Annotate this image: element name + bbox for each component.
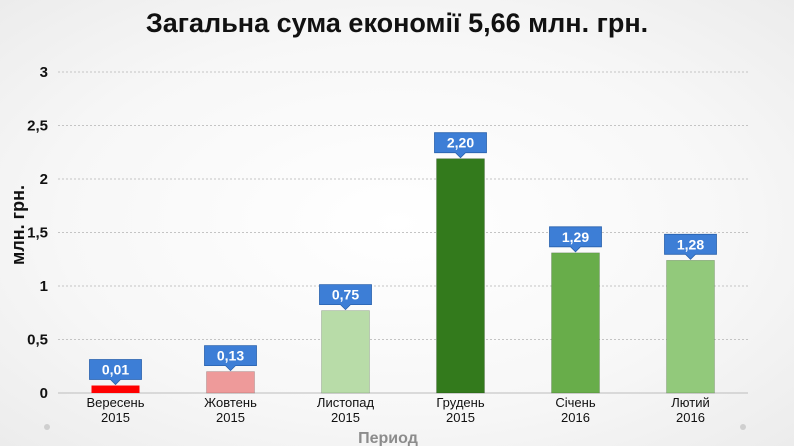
y-tick-label: 2,5 — [27, 118, 48, 135]
category-label: Жовтень — [204, 395, 257, 410]
y-tick-label: 1,5 — [27, 225, 48, 242]
y-tick-label: 0,5 — [27, 332, 48, 349]
data-labels: 0,01 0,13 0,75 2,20 1,29 1,28 — [89, 132, 717, 386]
data-label: 2,20 — [434, 132, 487, 159]
data-label: 0,13 — [204, 345, 257, 372]
data-label-text: 0,75 — [332, 287, 359, 303]
bar — [551, 252, 600, 394]
category-year: 2016 — [561, 410, 590, 425]
category-year: 2016 — [676, 410, 705, 425]
y-tick-label: 3 — [40, 64, 48, 81]
y-tick-label: 1 — [40, 278, 48, 295]
data-label: 1,29 — [549, 226, 602, 253]
gridlines — [58, 71, 748, 394]
data-label-box — [549, 226, 602, 253]
corner-dot-right — [740, 424, 746, 430]
y-tick-label: 0 — [40, 385, 48, 402]
data-label-box — [204, 345, 257, 372]
category-label: Вересень — [86, 395, 144, 410]
category-year: 2015 — [446, 410, 475, 425]
category-year: 2015 — [101, 410, 130, 425]
bar — [91, 385, 140, 393]
data-label-box — [319, 284, 372, 311]
data-label-text: 1,29 — [562, 229, 589, 245]
data-label: 0,01 — [89, 359, 142, 386]
category-label: Грудень — [436, 395, 484, 410]
x-axis-label: Период — [358, 430, 418, 446]
bar — [436, 158, 485, 394]
data-label-box — [664, 233, 717, 260]
y-axis-ticks: 0 0,5 1 1,5 2 2,5 3 — [27, 64, 48, 402]
chart-title: Загальна сума економії 5,66 млн. грн. — [145, 8, 649, 38]
category-label: Лютий — [671, 395, 709, 410]
x-axis-categories: Вересень2015Жовтень2015Листопад2015Груде… — [86, 395, 709, 425]
data-label-box — [434, 132, 487, 159]
bar — [206, 371, 255, 394]
bars — [91, 158, 715, 394]
bar — [321, 310, 370, 394]
bar — [666, 260, 715, 394]
data-label-box — [89, 359, 142, 386]
data-label-text: 1,28 — [677, 236, 704, 252]
corner-dot-left — [44, 424, 50, 430]
data-label: 1,28 — [664, 233, 717, 260]
category-year: 2015 — [216, 410, 245, 425]
category-year: 2015 — [331, 410, 360, 425]
data-label-text: 0,01 — [102, 362, 129, 378]
category-label: Січень — [555, 395, 595, 410]
data-label-text: 2,20 — [447, 135, 474, 151]
data-label-text: 0,13 — [217, 348, 244, 364]
data-label: 0,75 — [319, 284, 372, 311]
y-tick-label: 2 — [40, 171, 48, 188]
y-axis-label: млн. грн. — [8, 185, 28, 265]
category-label: Листопад — [317, 395, 375, 410]
